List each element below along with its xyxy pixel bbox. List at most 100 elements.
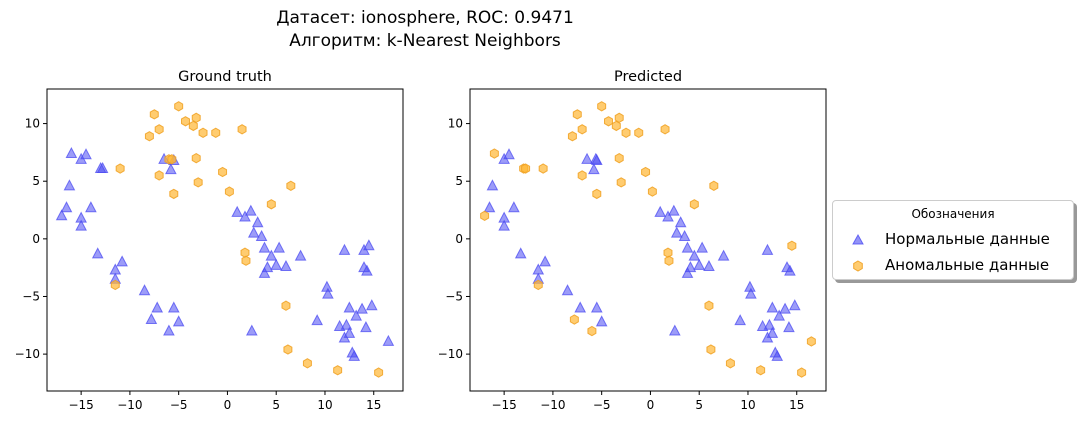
anomaly-point bbox=[144, 131, 154, 142]
anomaly-point bbox=[240, 247, 250, 258]
triangle-marker-icon bbox=[852, 233, 864, 245]
normal-point bbox=[167, 301, 180, 313]
normal-point bbox=[654, 205, 667, 217]
normal-point bbox=[63, 179, 76, 191]
axes-frame bbox=[46, 88, 404, 392]
anomaly-point bbox=[725, 358, 735, 369]
normal-point bbox=[311, 314, 323, 326]
normal-point bbox=[498, 219, 510, 231]
anomaly-point bbox=[797, 367, 807, 378]
x-tick-label: 10 bbox=[317, 398, 332, 412]
x-tick-label: 15 bbox=[789, 398, 804, 412]
normal-point bbox=[338, 243, 351, 255]
normal-point bbox=[365, 299, 378, 311]
anomaly-point bbox=[211, 127, 221, 138]
normal-point bbox=[91, 247, 104, 259]
normal-point bbox=[280, 259, 292, 272]
normal-point bbox=[788, 299, 801, 311]
normal-point bbox=[356, 302, 368, 314]
anomaly-point bbox=[266, 199, 276, 210]
anomaly-point bbox=[572, 109, 582, 120]
normal-point bbox=[338, 331, 351, 343]
normal-point bbox=[703, 259, 715, 272]
y-tick-label: 5 bbox=[455, 174, 463, 188]
anomaly-point bbox=[616, 177, 626, 188]
anomaly-point bbox=[706, 344, 716, 355]
normal-point bbox=[668, 204, 680, 216]
normal-point bbox=[172, 315, 185, 327]
normal-point bbox=[265, 249, 278, 261]
anomaly-point bbox=[241, 255, 251, 266]
anomaly-point bbox=[614, 112, 624, 123]
normal-point bbox=[245, 324, 258, 336]
normal-point bbox=[668, 324, 681, 336]
normal-point bbox=[761, 243, 774, 255]
anomaly-point bbox=[283, 344, 293, 355]
normal-point bbox=[75, 219, 87, 231]
normal-point bbox=[247, 226, 260, 238]
y-tick-label: −10 bbox=[15, 347, 40, 361]
normal-point bbox=[239, 210, 251, 222]
normal-point bbox=[55, 209, 68, 221]
y-tick-label: −10 bbox=[438, 347, 463, 361]
anomaly-point bbox=[567, 131, 577, 142]
anomaly-point bbox=[689, 199, 699, 210]
normal-point bbox=[514, 247, 527, 259]
anomaly-point bbox=[374, 367, 384, 378]
normal-point bbox=[163, 324, 175, 336]
anomaly-point bbox=[756, 365, 766, 376]
normal-point bbox=[761, 331, 774, 343]
normal-point bbox=[294, 249, 307, 261]
normal-point bbox=[258, 266, 271, 278]
anomaly-point bbox=[115, 163, 125, 174]
anomaly-point bbox=[587, 325, 597, 337]
anomaly-point bbox=[191, 152, 201, 164]
normal-point bbox=[590, 301, 603, 313]
normal-point bbox=[766, 326, 779, 338]
normal-point bbox=[581, 152, 593, 164]
anomaly-point bbox=[286, 180, 296, 191]
anomaly-point bbox=[188, 120, 198, 132]
normal-point bbox=[588, 163, 600, 175]
normal-point bbox=[340, 318, 353, 330]
normal-point bbox=[322, 287, 334, 299]
normal-point bbox=[503, 148, 515, 160]
anomaly-point bbox=[480, 210, 490, 221]
anomaly-point bbox=[577, 170, 587, 181]
normal-point bbox=[363, 239, 375, 251]
x-tick-label: −5 bbox=[593, 398, 611, 412]
y-tick-label: 10 bbox=[25, 117, 40, 131]
anomaly-point bbox=[660, 124, 670, 135]
normal-point bbox=[138, 284, 151, 296]
normal-point bbox=[696, 241, 708, 253]
normal-point bbox=[245, 204, 257, 216]
normal-point bbox=[662, 210, 674, 222]
anomaly-point bbox=[169, 188, 179, 200]
legend: Обозначения Нормальные данные Аномальные… bbox=[832, 200, 1074, 280]
normal-point bbox=[773, 309, 786, 321]
anomaly-point bbox=[533, 279, 543, 291]
normal-point bbox=[734, 314, 746, 326]
anomaly-point bbox=[198, 127, 208, 138]
normal-point bbox=[717, 249, 730, 261]
normal-point bbox=[595, 315, 608, 327]
hexagon-marker-icon bbox=[853, 260, 863, 272]
anomaly-point bbox=[174, 101, 184, 112]
normal-point bbox=[674, 216, 687, 228]
ground-truth-plot: Ground truth −15 −10 −5 0 5 10 15 −10 −5 0 5 10 bbox=[15, 69, 404, 412]
anomaly-point bbox=[647, 186, 657, 197]
x-tick-label: 0 bbox=[647, 398, 655, 412]
normal-point bbox=[693, 258, 706, 270]
x-tick-label: −5 bbox=[170, 398, 188, 412]
anomaly-point bbox=[641, 166, 651, 178]
normal-point bbox=[745, 287, 757, 299]
normal-point bbox=[361, 264, 373, 276]
normal-point bbox=[80, 148, 92, 160]
anomaly-point bbox=[149, 109, 159, 120]
x-tick-label: −10 bbox=[117, 398, 142, 412]
anomaly-point bbox=[664, 255, 674, 266]
x-tick-label: 5 bbox=[272, 398, 280, 412]
normal-point bbox=[539, 255, 551, 267]
anomaly-point bbox=[604, 116, 613, 127]
anomaly-point bbox=[614, 152, 624, 164]
